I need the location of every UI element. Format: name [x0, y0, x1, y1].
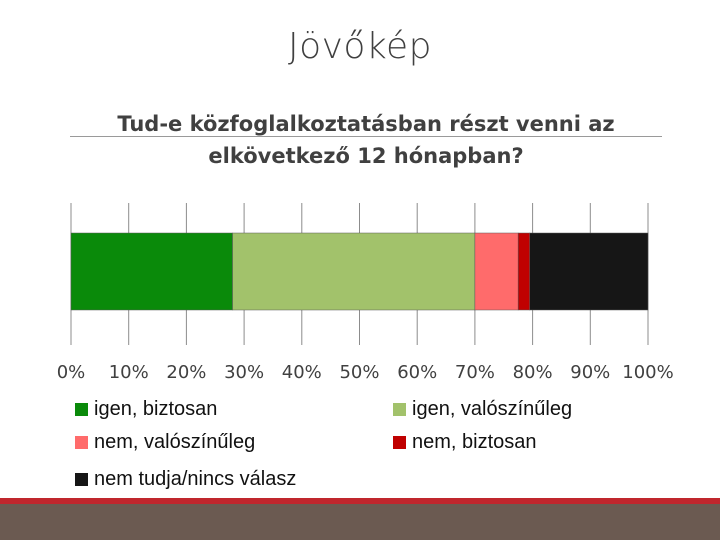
bar-segment-3: [517, 232, 530, 311]
slide-title: Jövőkép: [287, 26, 433, 67]
legend-item: nem, valószínűleg: [75, 431, 255, 454]
legend-label: igen, valószínűleg: [412, 398, 573, 420]
title-divider: [70, 136, 662, 137]
stacked-bar-chart: 0% 10% 20% 30% 40% 50% 60% 70% 80% 90% 100%: [57, 203, 674, 383]
x-tick-label: 0%: [57, 362, 86, 383]
x-tick-label: 10%: [109, 362, 149, 383]
x-tick-label: 90%: [570, 362, 610, 383]
x-tick-label: 50%: [339, 362, 379, 383]
x-tick-label: 80%: [513, 362, 553, 383]
bar-segment-0: [70, 232, 233, 311]
bar-segment-4: [529, 232, 649, 311]
legend-item: nem, biztosan: [393, 431, 537, 454]
legend-label: nem, biztosan: [412, 431, 537, 453]
x-tick-label: 40%: [282, 362, 322, 383]
x-tick-label: 20%: [166, 362, 206, 383]
legend-label: igen, biztosan: [94, 398, 218, 420]
x-tick-label: 60%: [397, 362, 437, 383]
legend-swatch: [75, 436, 88, 449]
legend-swatch: [75, 473, 88, 486]
legend-label: nem, valószínűleg: [94, 431, 256, 453]
legend-swatch: [393, 403, 406, 416]
legend-item: igen, valószínűleg: [393, 398, 572, 421]
x-tick-label: 30%: [224, 362, 264, 383]
x-tick-label: 70%: [455, 362, 495, 383]
legend-item: nem tudja/nincs válasz: [75, 468, 296, 491]
legend-swatch: [393, 436, 406, 449]
legend-item: igen, biztosan: [75, 398, 217, 421]
footer-band: [0, 504, 720, 540]
legend-label: nem tudja/nincs válasz: [94, 468, 297, 490]
chart-title: Tud-e közfoglalkoztatásban részt venni a…: [117, 112, 615, 168]
bar-segment-1: [232, 232, 476, 311]
footer-accent-line: [0, 498, 720, 504]
bar-segment-2: [474, 232, 519, 311]
x-tick-label: 100%: [622, 362, 673, 383]
legend-swatch: [75, 403, 88, 416]
